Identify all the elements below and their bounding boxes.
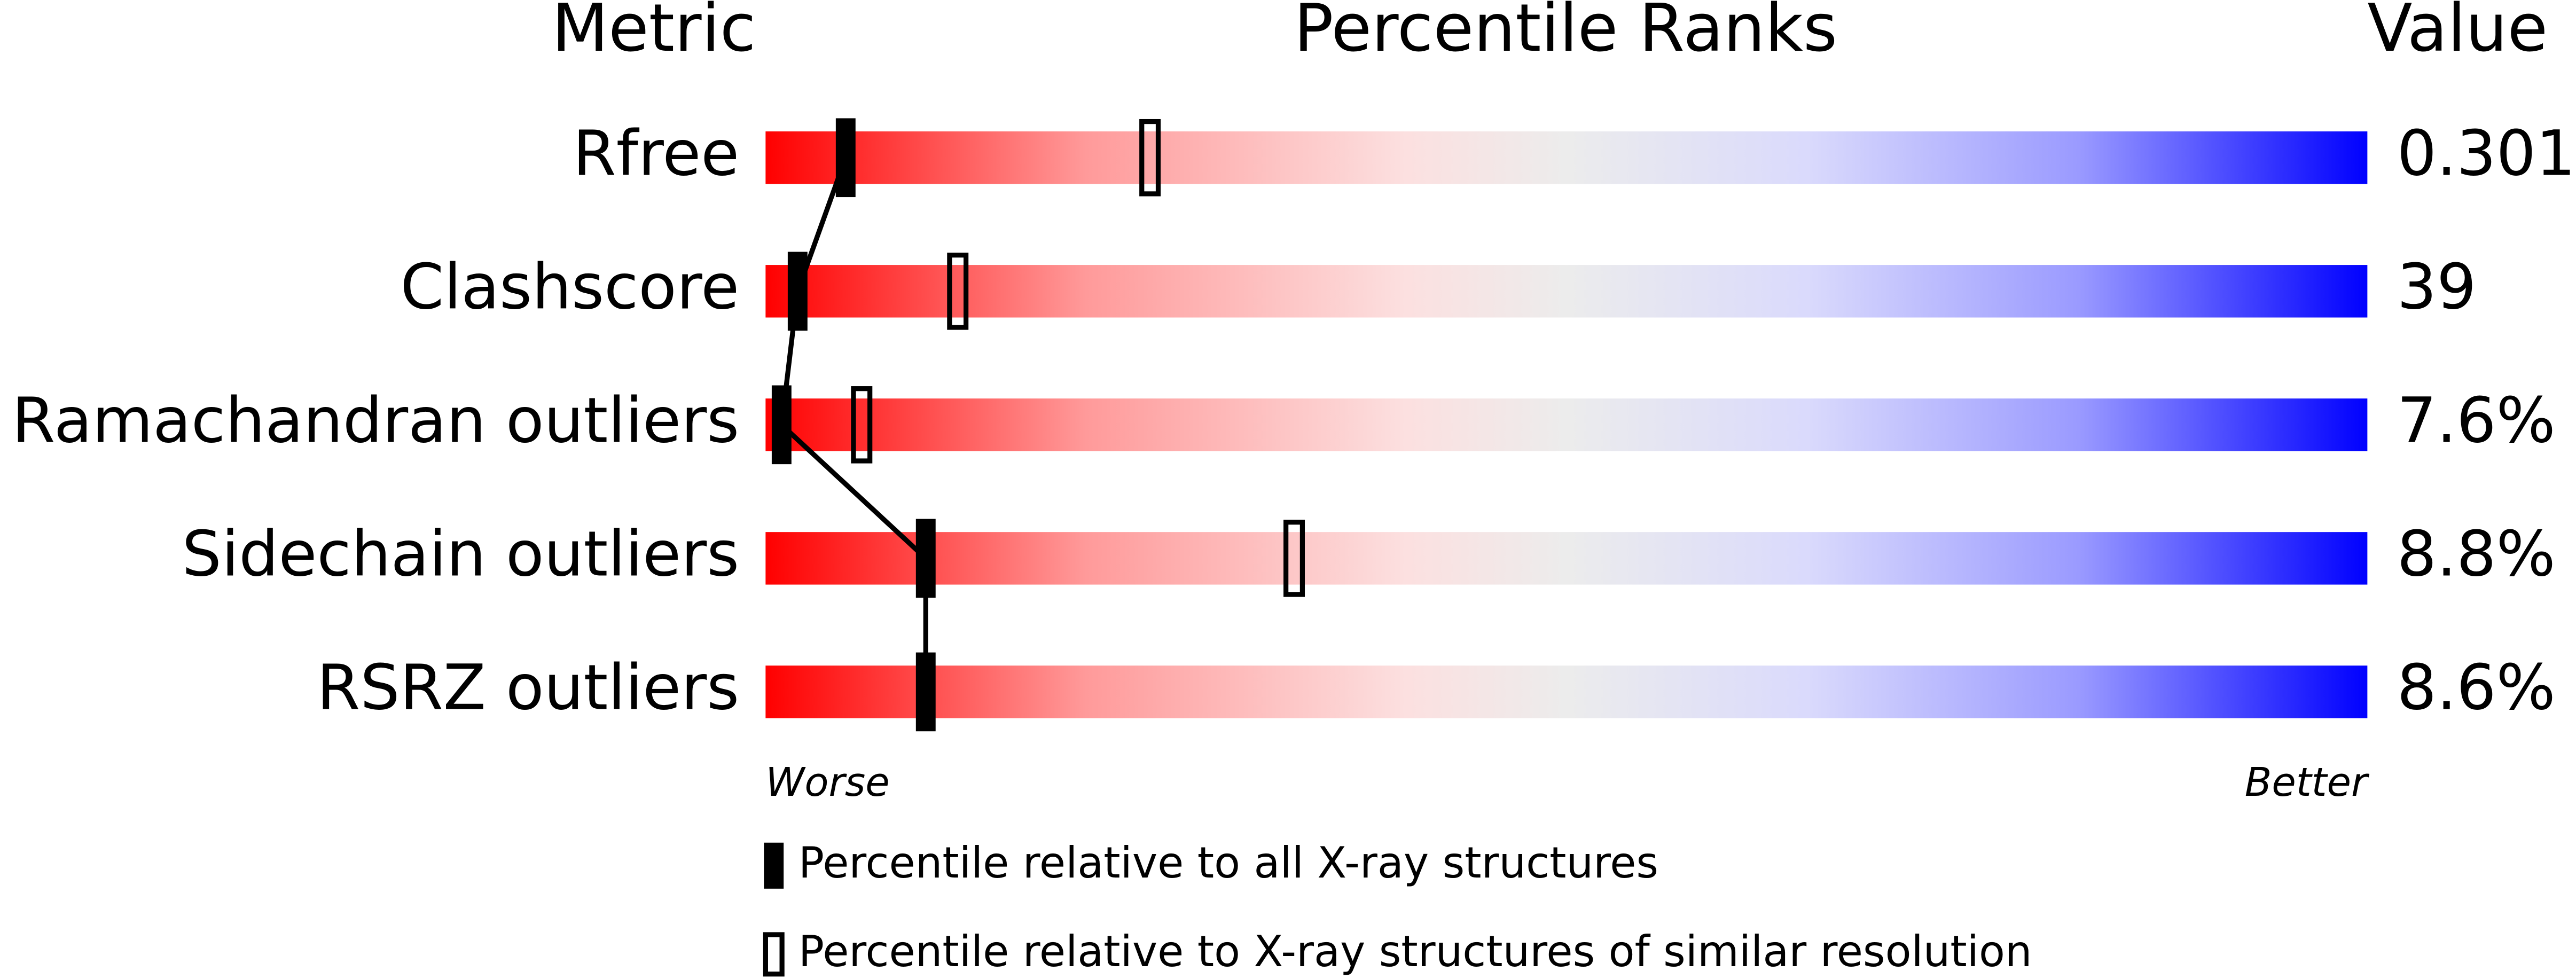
percentile-marker (835, 118, 856, 198)
percentile-marker (851, 386, 873, 464)
percentile-marker (915, 519, 936, 598)
legend-label: Percentile relative to X-ray structures … (798, 927, 2032, 976)
column-header: Metric (552, 0, 756, 67)
percentile-marker (915, 652, 936, 732)
percentile-marker (771, 385, 792, 465)
metric-value: 7.6% (2397, 385, 2556, 457)
metric-value: 8.8% (2397, 518, 2556, 591)
legend-marker (763, 932, 785, 977)
percentile-bar (765, 532, 2368, 585)
percentile-bar (765, 665, 2368, 718)
metric-value: 0.301 (2397, 117, 2576, 190)
percentile-marker (1139, 119, 1161, 197)
metric-label: Sidechain outliers (182, 518, 740, 591)
legend-marker (764, 842, 784, 889)
metric-label: Clashscore (400, 251, 739, 324)
better-label: Better (2245, 759, 2370, 805)
metric-label: Rfree (573, 117, 740, 190)
percentile-bar (765, 265, 2368, 318)
column-header: Value (2367, 0, 2548, 67)
column-header: Percentile Ranks (1294, 0, 1838, 67)
percentile-marker (947, 253, 969, 330)
percentile-bar (765, 398, 2368, 451)
legend-label: Percentile relative to all X-ray structu… (798, 838, 1658, 888)
worse-label: Worse (765, 759, 889, 805)
percentile-marker (787, 252, 808, 331)
metric-value: 39 (2397, 251, 2477, 324)
metric-value: 8.6% (2397, 652, 2556, 724)
metric-label: Ramachandran outliers (12, 385, 739, 457)
percentile-marker (1283, 520, 1305, 597)
metric-label: RSRZ outliers (317, 652, 739, 724)
percentile-bar (765, 131, 2368, 184)
